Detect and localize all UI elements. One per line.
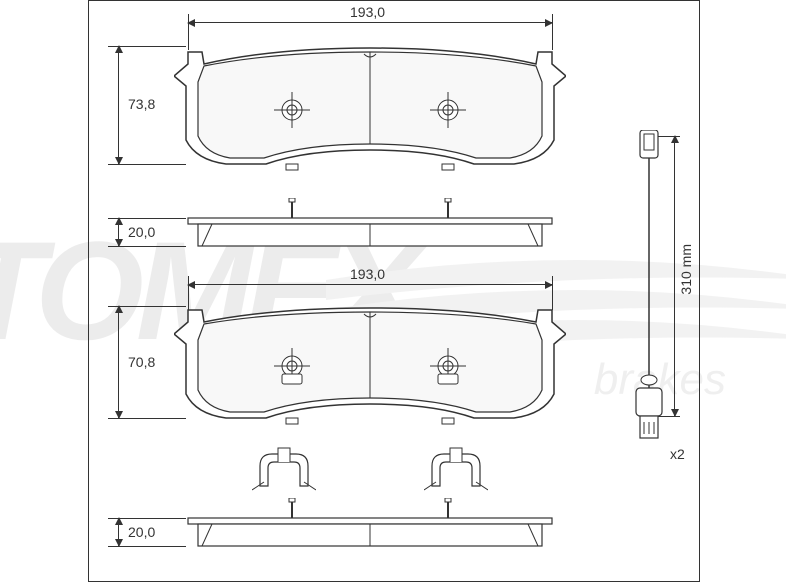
dim-bottom-height: 70,8 xyxy=(128,354,155,370)
dim-sensor-length: 310 mm xyxy=(678,244,694,295)
brake-pad-side-icon xyxy=(174,198,566,250)
brake-pad-icon xyxy=(174,46,566,176)
wear-sensor-icon xyxy=(626,130,686,450)
dim-bottom-width: 193,0 xyxy=(350,266,385,282)
clip-icon xyxy=(424,446,488,494)
dim-line-bottom-width xyxy=(188,284,552,285)
dim-line-top-height xyxy=(118,46,119,164)
dim-line-sensor-length xyxy=(674,136,675,416)
dim-bottom-thickness: 20,0 xyxy=(128,524,155,540)
top-brake-pad xyxy=(174,46,566,181)
dim-line-bottom-height xyxy=(118,306,119,418)
sensor-quantity: x2 xyxy=(670,446,685,462)
dim-line-bottom-thickness xyxy=(118,518,119,546)
brake-pad-side-icon xyxy=(174,498,566,550)
top-brake-pad-side xyxy=(174,198,566,255)
bottom-brake-pad-side xyxy=(174,498,566,555)
clip-left xyxy=(252,446,316,499)
dim-top-height: 73,8 xyxy=(128,96,155,112)
clip-icon xyxy=(252,446,316,494)
clip-right xyxy=(424,446,488,499)
bottom-brake-pad xyxy=(174,306,566,435)
diagram-canvas: TOMEX brakes 193,0 73,8 xyxy=(0,0,786,582)
wear-sensor xyxy=(626,130,686,455)
dim-top-width: 193,0 xyxy=(350,4,385,20)
dim-line-top-thickness xyxy=(118,218,119,246)
dim-line-top-width xyxy=(188,22,552,23)
brake-pad-icon xyxy=(174,306,566,430)
dim-top-thickness: 20,0 xyxy=(128,224,155,240)
